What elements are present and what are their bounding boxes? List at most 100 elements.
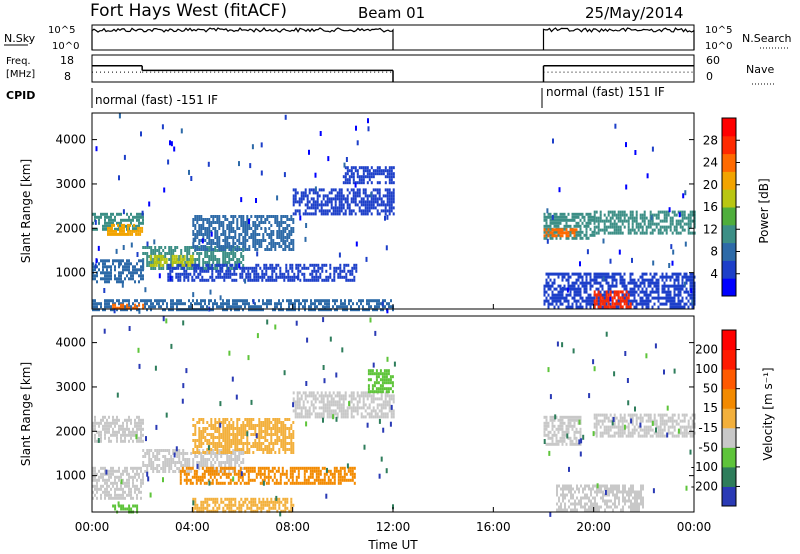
cell (571, 212, 574, 216)
cell (663, 290, 666, 294)
cell (104, 433, 106, 437)
cell (199, 478, 202, 482)
cell (649, 290, 652, 294)
cell (192, 230, 195, 233)
cell (386, 415, 389, 419)
cell (219, 481, 222, 485)
cell (196, 218, 199, 221)
cell (114, 424, 116, 428)
cell (302, 194, 305, 198)
cell (338, 391, 341, 395)
cell (278, 236, 281, 239)
cell (126, 299, 128, 303)
cell (202, 221, 205, 224)
cell (633, 296, 636, 300)
cell (613, 272, 616, 276)
cell (691, 272, 694, 276)
cell (290, 233, 293, 236)
cell (378, 203, 381, 207)
cell (286, 239, 289, 242)
cell (274, 248, 277, 251)
cell (138, 274, 140, 278)
cell (126, 212, 128, 216)
cell (635, 302, 638, 306)
cell (307, 475, 310, 479)
cell (265, 481, 268, 485)
cell (214, 299, 216, 303)
cell (631, 281, 634, 285)
cell (585, 281, 588, 285)
cell (354, 397, 357, 401)
cell (567, 299, 570, 303)
cell (673, 302, 676, 306)
cell (569, 230, 572, 234)
cell (689, 296, 692, 300)
cell (339, 481, 342, 485)
cell (276, 424, 279, 427)
cell (341, 478, 344, 482)
cell (635, 231, 638, 235)
cell (571, 284, 574, 288)
cell (585, 227, 588, 231)
cell (348, 191, 351, 195)
cell (266, 427, 269, 430)
cell (621, 299, 624, 303)
cell (221, 466, 224, 470)
cell (388, 191, 391, 195)
cell (661, 210, 664, 214)
cell (320, 400, 323, 404)
cell (202, 305, 204, 309)
cell (607, 293, 610, 297)
cell (677, 210, 680, 214)
cell (248, 421, 251, 424)
cell (657, 222, 660, 226)
cell (326, 308, 328, 312)
cell (299, 278, 302, 282)
cell (291, 472, 294, 476)
cell (176, 305, 178, 309)
cell (224, 451, 227, 454)
cell (254, 236, 257, 239)
cell (110, 433, 112, 437)
cell (210, 452, 213, 455)
cell (229, 481, 232, 485)
cell (236, 245, 239, 248)
cell (248, 427, 251, 430)
cell (118, 271, 120, 275)
cell (133, 223, 136, 227)
cell (291, 275, 294, 279)
cell (238, 305, 240, 309)
cell (293, 469, 296, 473)
cell (343, 478, 346, 482)
cell (615, 281, 618, 285)
cell (575, 236, 578, 240)
cell (356, 400, 359, 404)
cell (92, 302, 94, 306)
scatter-point (650, 215, 653, 221)
cell (232, 258, 235, 261)
cell (289, 266, 292, 270)
cell (388, 197, 391, 201)
cell (110, 221, 112, 225)
cell (356, 302, 358, 306)
cell (573, 299, 576, 303)
cell (318, 308, 320, 312)
cell (158, 252, 161, 255)
cell (280, 233, 283, 236)
cell (278, 451, 281, 454)
cell (268, 427, 271, 430)
cell (92, 221, 94, 225)
cell (292, 400, 295, 404)
cell (240, 248, 243, 251)
cell (130, 308, 132, 312)
cell (559, 284, 562, 288)
cell (152, 267, 155, 270)
cell (392, 394, 395, 398)
cell (583, 224, 586, 228)
cell (284, 439, 287, 442)
cell (278, 242, 281, 245)
cell (202, 264, 205, 267)
cell (657, 299, 660, 303)
scatter-point (670, 244, 673, 250)
cell (306, 197, 309, 201)
